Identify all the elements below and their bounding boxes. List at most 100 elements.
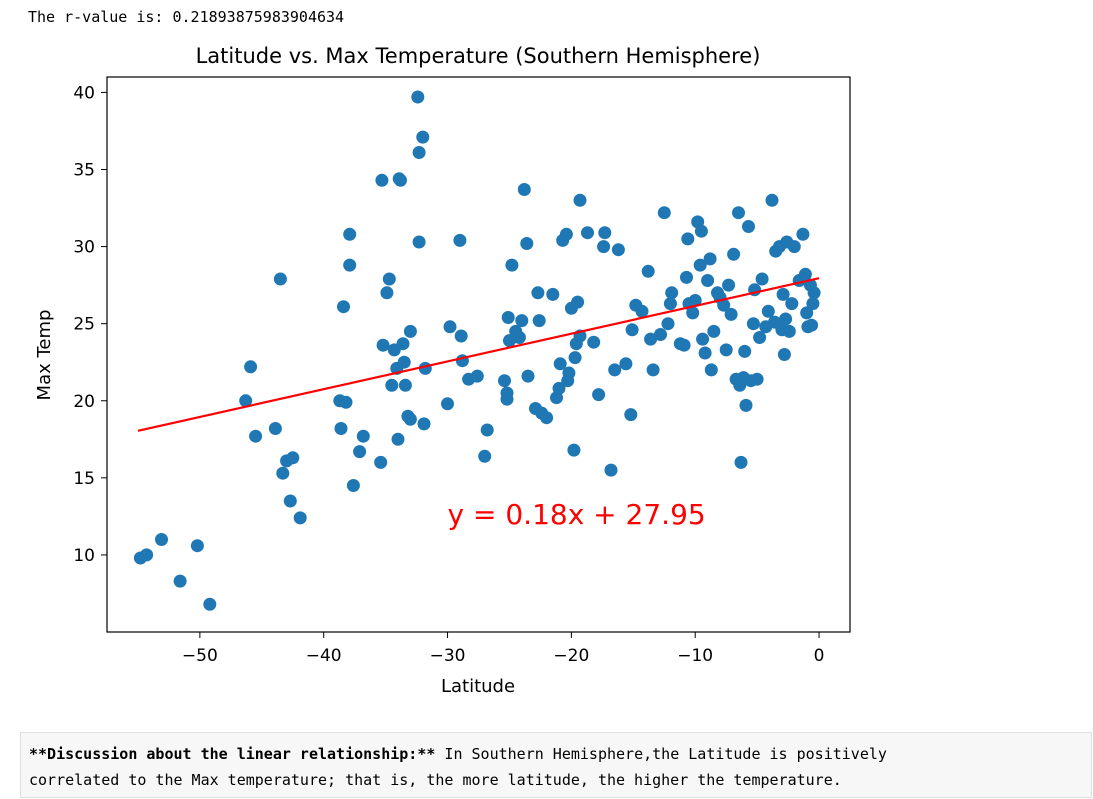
data-point	[732, 206, 745, 220]
data-point	[777, 348, 791, 361]
data-point	[693, 258, 707, 272]
data-point	[798, 267, 812, 281]
x-axis-ticks: −50 −40 −30 −20 −10 0	[182, 632, 825, 666]
data-point	[375, 173, 389, 187]
data-point	[553, 357, 567, 371]
data-point	[470, 369, 484, 383]
data-point	[681, 232, 695, 246]
data-point	[611, 243, 625, 257]
data-point	[641, 264, 655, 278]
data-point	[403, 324, 417, 338]
data-point	[249, 429, 263, 443]
y-tick-label: 15	[73, 469, 95, 489]
data-point	[739, 398, 753, 412]
data-point	[501, 311, 515, 324]
x-tick-label: −10	[677, 646, 713, 666]
data-point	[343, 227, 357, 241]
data-point	[661, 317, 675, 331]
y-tick-label: 25	[73, 315, 95, 335]
data-point	[403, 412, 417, 426]
y-tick-label: 20	[73, 392, 95, 412]
data-point	[480, 423, 494, 437]
data-point	[619, 357, 633, 371]
data-point	[686, 306, 700, 320]
data-point	[776, 287, 790, 301]
regression-equation: y = 0.18x + 27.95	[448, 498, 706, 531]
data-point	[746, 317, 760, 331]
data-point	[346, 479, 360, 492]
data-point	[244, 360, 258, 374]
data-point	[704, 363, 718, 377]
y-axis-label: Max Temp	[34, 310, 55, 401]
data-point	[761, 304, 775, 318]
y-axis-ticks: 10 15 20 25 30 35 40	[73, 83, 107, 566]
data-point	[517, 183, 531, 196]
data-point	[654, 328, 667, 341]
chart-title: Latitude vs. Max Temperature (Southern H…	[196, 44, 761, 68]
data-point	[755, 272, 769, 286]
data-point	[807, 286, 821, 300]
data-point	[505, 258, 519, 272]
data-point	[478, 449, 492, 463]
data-point	[717, 298, 731, 312]
data-point	[694, 224, 708, 238]
data-point	[787, 240, 801, 254]
data-point	[597, 240, 611, 254]
discussion-line-1: **Discussion about the linear relationsh…	[29, 741, 1091, 767]
data-point	[190, 539, 204, 553]
data-point	[703, 252, 717, 266]
regression-line	[137, 277, 820, 432]
data-point	[385, 378, 399, 392]
data-point	[701, 274, 715, 287]
data-point	[441, 397, 454, 411]
data-point	[293, 511, 307, 525]
data-point	[604, 463, 618, 477]
data-point	[688, 294, 702, 307]
data-point	[592, 388, 606, 402]
data-point	[417, 417, 431, 431]
data-point	[376, 338, 390, 352]
data-point	[562, 366, 576, 380]
plot-frame	[106, 76, 851, 633]
data-point	[520, 237, 534, 250]
data-point	[552, 381, 566, 395]
data-point	[268, 422, 282, 435]
discussion-text-1: In Southern Hemisphere,the Latitude is p…	[435, 745, 887, 763]
data-point	[573, 193, 587, 207]
data-point	[567, 443, 581, 457]
data-point	[657, 206, 671, 220]
data-point	[581, 226, 594, 240]
discussion-cell[interactable]: **Discussion about the linear relationsh…	[20, 732, 1092, 798]
x-axis-label: Latitude	[441, 676, 515, 697]
x-tick-label: −20	[553, 646, 589, 666]
rvalue-output: The r-value is: 0.21893875983904634	[28, 8, 345, 26]
data-point	[273, 272, 287, 286]
data-point	[608, 363, 622, 377]
data-point	[394, 173, 407, 187]
data-point	[396, 337, 410, 351]
data-point	[334, 422, 348, 435]
data-point	[663, 297, 677, 311]
data-point	[598, 226, 612, 240]
x-tick-label: 0	[814, 646, 825, 666]
data-point	[782, 324, 796, 338]
data-point	[568, 351, 582, 365]
data-point	[498, 374, 511, 388]
data-point	[454, 329, 468, 343]
data-point	[283, 494, 297, 508]
data-point	[677, 338, 691, 352]
data-point	[380, 286, 394, 300]
data-point	[411, 90, 425, 104]
discussion-line-2: correlated to the Max temperature; that …	[29, 771, 842, 789]
data-point	[742, 220, 755, 233]
data-point	[765, 193, 779, 207]
x-tick-label: −40	[306, 646, 342, 666]
data-point	[276, 466, 290, 480]
data-point	[785, 297, 799, 311]
data-point	[515, 314, 529, 328]
data-point	[503, 334, 516, 348]
data-point	[382, 272, 396, 286]
y-tick-label: 40	[73, 83, 95, 103]
data-point	[779, 312, 793, 326]
data-point	[796, 227, 810, 241]
